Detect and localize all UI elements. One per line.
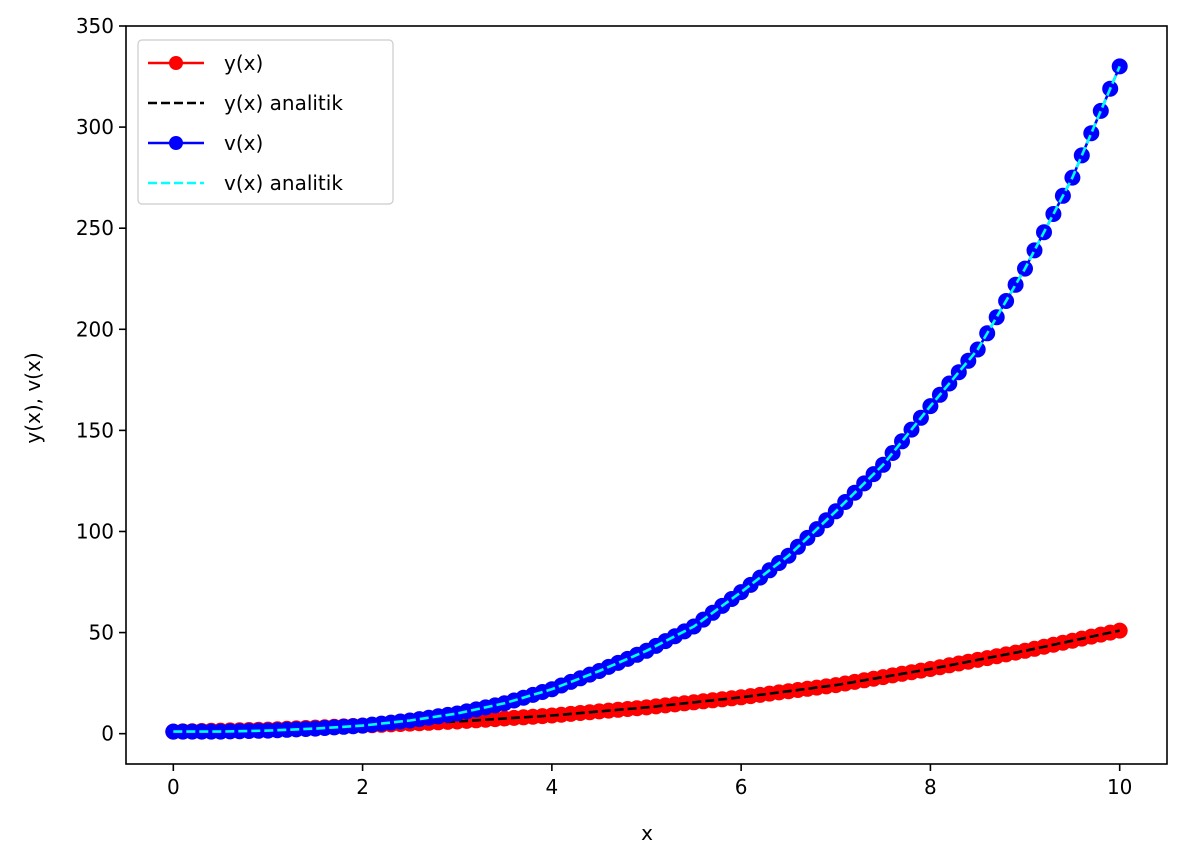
x-axis: 0 2 4 6 8 10 xyxy=(167,764,1132,799)
legend-box xyxy=(137,39,394,205)
legend-label: v(x) xyxy=(224,131,263,155)
legend-item-v-x-analitik: v(x) analitik xyxy=(148,171,343,195)
data-point xyxy=(1073,147,1090,164)
legend-item-y-x-analitik: y(x) analitik xyxy=(148,91,343,115)
legend-label: v(x) analitik xyxy=(224,171,343,195)
legend-item-y-x: y(x) xyxy=(148,51,263,75)
legend-marker xyxy=(169,136,183,150)
data-point xyxy=(1026,242,1043,259)
x-tick-label: 6 xyxy=(735,775,748,799)
data-point xyxy=(1007,276,1024,293)
x-axis-label: x xyxy=(641,821,653,845)
y-tick-label: 300 xyxy=(76,115,114,139)
data-point xyxy=(1083,125,1100,142)
axes-border xyxy=(125,25,1168,765)
legend-item-v-x: v(x) xyxy=(148,131,263,155)
y-tick-label: 0 xyxy=(101,722,114,746)
legend-label: y(x) analitik xyxy=(224,91,343,115)
y-tick-label: 100 xyxy=(76,519,114,543)
y-tick-label: 250 xyxy=(76,216,114,240)
legend-label: y(x) xyxy=(224,51,263,75)
y-tick-label: 150 xyxy=(76,418,114,442)
legend: y(x) y(x) analitik v(x) v(x) analitik xyxy=(137,39,394,205)
x-tick-label: 0 xyxy=(167,775,180,799)
x-tick-label: 10 xyxy=(1107,775,1132,799)
series-v-x-analitik xyxy=(173,65,1121,733)
series-line-v-x-analitik xyxy=(173,65,1121,733)
y-tick-label: 200 xyxy=(76,317,114,341)
y-tick-label: 350 xyxy=(76,14,114,38)
x-tick-label: 2 xyxy=(356,775,369,799)
y-axis: 0 50 100 150 200 250 300 350 xyxy=(76,14,126,746)
x-tick-label: 4 xyxy=(545,775,558,799)
data-point xyxy=(988,309,1005,326)
x-tick-label: 8 xyxy=(924,775,937,799)
legend-marker xyxy=(169,56,183,70)
y-axis-label: y(x), v(x) xyxy=(21,352,45,443)
y-tick-label: 50 xyxy=(89,621,114,645)
data-point xyxy=(1092,102,1109,119)
plot-area xyxy=(165,58,1128,740)
axes-frame xyxy=(125,25,1168,765)
data-point xyxy=(1045,206,1062,222)
